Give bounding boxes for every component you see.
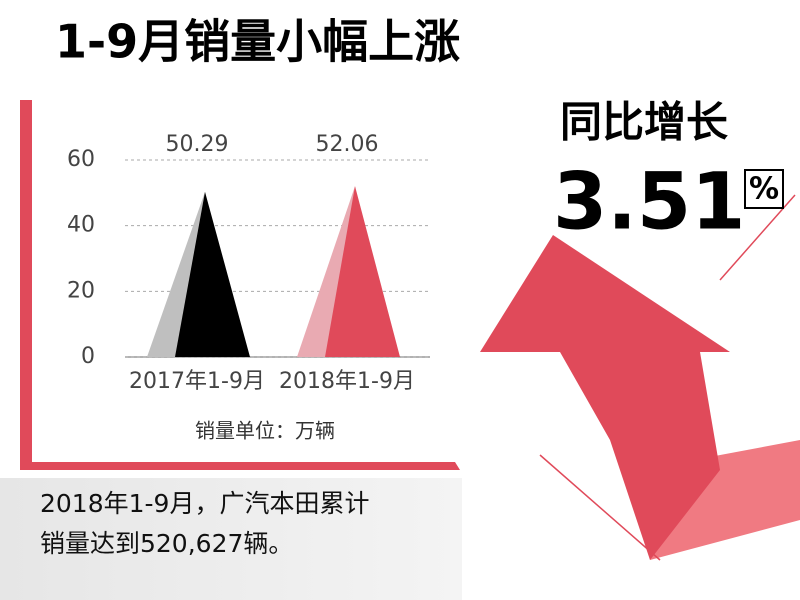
y-tick-label: 40 xyxy=(67,213,95,238)
arrow-shaft xyxy=(560,352,720,560)
pyramid xyxy=(175,191,250,357)
y-tick-label: 0 xyxy=(81,344,95,369)
footer-bg xyxy=(0,478,462,600)
unit-box xyxy=(744,169,784,209)
card xyxy=(32,100,455,462)
title: 1-9月销量小幅上涨 xyxy=(55,15,460,69)
unit-note: 销量单位：万辆 xyxy=(195,419,335,443)
growth-label: 同比增长 xyxy=(560,98,728,147)
footer-line: 2018年1-9月，广汽本田累计 xyxy=(40,489,369,518)
deco-line xyxy=(719,194,796,281)
arrow-head xyxy=(480,235,730,352)
deco-line xyxy=(539,454,661,561)
data-label: 50.29 xyxy=(166,132,229,157)
data-label: 52.06 xyxy=(316,132,379,157)
y-tick-label: 20 xyxy=(67,278,95,303)
footer-line: 销量达到520,627辆。 xyxy=(40,529,293,558)
pyramid xyxy=(325,186,400,357)
x-tick-label: 2018年1-9月 xyxy=(279,369,415,394)
y-tick-label: 60 xyxy=(67,147,95,172)
growth-value: 3.51 xyxy=(553,157,745,247)
x-tick-label: 2017年1-9月 xyxy=(129,369,265,394)
growth-unit: % xyxy=(749,172,779,207)
